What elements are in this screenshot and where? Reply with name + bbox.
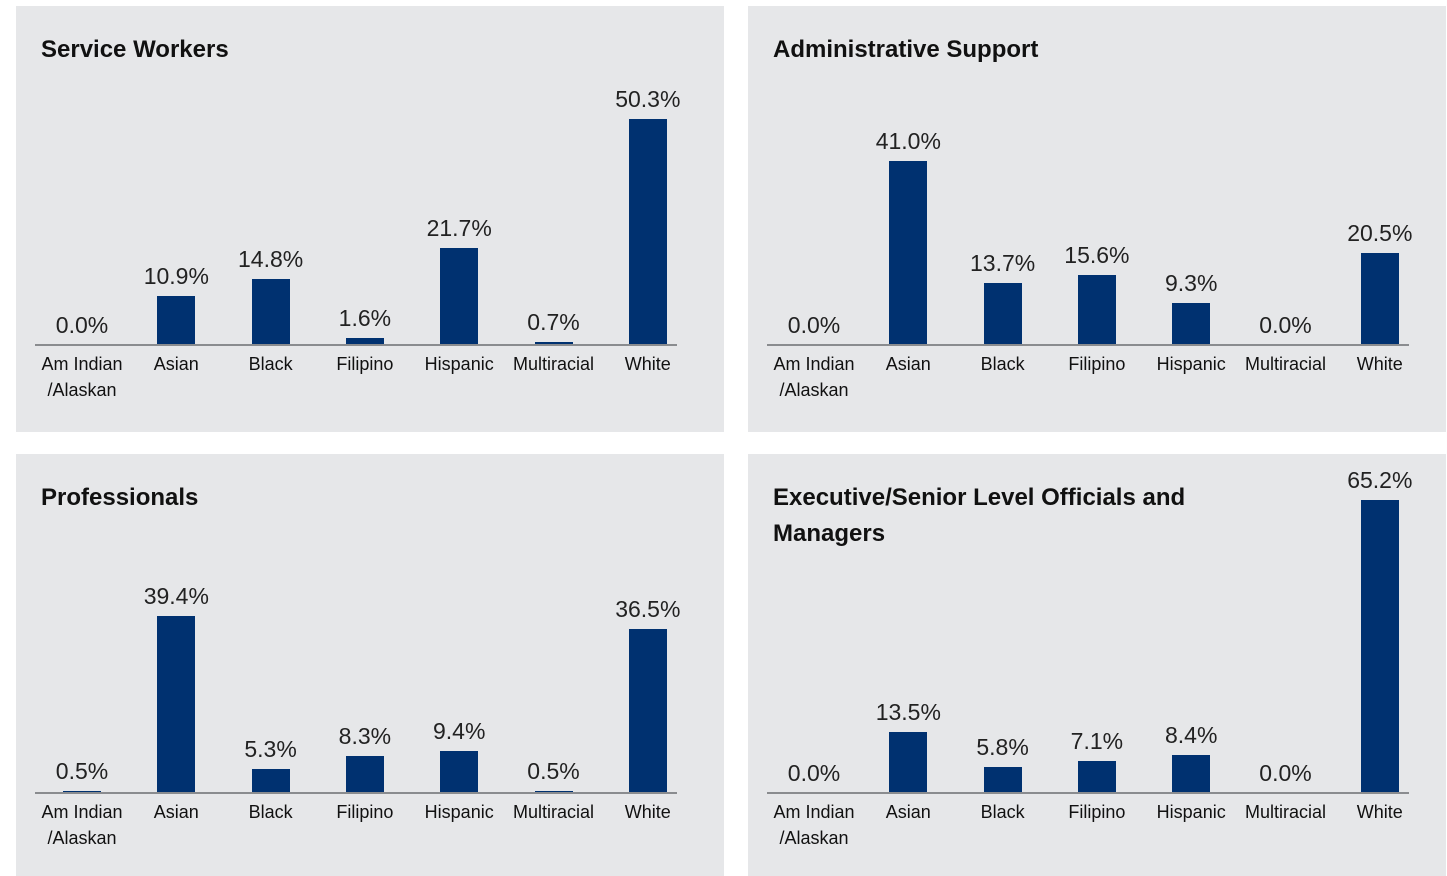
value-label: 8.4% xyxy=(1164,722,1218,749)
category-label: Am Indian /Alaskan xyxy=(773,354,855,400)
value-label: 9.4% xyxy=(432,717,486,744)
category-label: Asian xyxy=(885,802,931,822)
bar xyxy=(1172,303,1211,345)
bar xyxy=(345,755,384,793)
bar xyxy=(534,341,573,345)
category-label: Multiracial xyxy=(512,354,595,374)
value-label: 13.5% xyxy=(875,699,941,726)
baseline xyxy=(767,344,1409,346)
value-label: 36.5% xyxy=(615,596,681,623)
value-label: 0.0% xyxy=(1259,312,1312,338)
value-label: 50.3% xyxy=(615,86,681,113)
category-label: Filipino xyxy=(1068,802,1126,822)
category-label: Am Indian /Alaskan xyxy=(41,354,123,400)
bar xyxy=(251,278,290,345)
value-label: 0.7% xyxy=(527,308,580,335)
category-label: White xyxy=(1356,802,1403,822)
bar xyxy=(889,160,928,345)
bar xyxy=(440,750,479,793)
bar xyxy=(889,732,928,793)
bar xyxy=(157,296,196,345)
chart-panel: Executive/Senior Level Officials and Man… xyxy=(748,454,1446,876)
bar xyxy=(157,616,196,793)
category-label: Black xyxy=(248,802,293,822)
bar xyxy=(1360,252,1399,345)
category-label: Asian xyxy=(153,354,199,374)
bar xyxy=(1360,500,1399,793)
baseline xyxy=(767,792,1409,794)
category-label: Black xyxy=(980,354,1025,374)
category-label: Multiracial xyxy=(512,802,595,822)
value-label: 15.6% xyxy=(1064,241,1130,268)
bar xyxy=(983,766,1022,793)
value-label: 14.8% xyxy=(237,245,304,272)
value-label: 39.4% xyxy=(143,583,209,610)
category-label: White xyxy=(624,354,671,374)
value-label: 1.6% xyxy=(338,304,392,331)
category-label: Black xyxy=(980,802,1025,822)
bar xyxy=(983,283,1022,345)
category-label: White xyxy=(624,802,671,822)
category-label: Hispanic xyxy=(1156,802,1226,822)
chart-panel: Service Workers 0.0% Am Indian /Alaskan 10.… xyxy=(16,6,724,432)
category-label: Hispanic xyxy=(424,802,494,822)
bar xyxy=(628,629,667,793)
value-label: 5.3% xyxy=(244,736,297,763)
category-label: Multiracial xyxy=(1244,354,1327,374)
bar xyxy=(345,337,384,345)
value-label: 41.0% xyxy=(875,127,941,154)
category-label: Filipino xyxy=(1068,354,1126,374)
category-label: Hispanic xyxy=(424,354,494,374)
category-label: Hispanic xyxy=(1156,354,1226,374)
category-label: Am Indian /Alaskan xyxy=(41,802,123,848)
baseline xyxy=(35,792,677,794)
chart-title: Professionals xyxy=(41,484,199,511)
category-label: Filipino xyxy=(336,354,394,374)
value-label: 0.5% xyxy=(527,757,580,784)
bar xyxy=(1077,761,1116,793)
bar xyxy=(628,119,667,345)
category-label: Black xyxy=(248,354,293,374)
value-label: 7.1% xyxy=(1070,728,1124,755)
value-label: 9.3% xyxy=(1164,270,1218,297)
value-label: 0.0% xyxy=(55,312,109,338)
bar xyxy=(534,790,573,793)
bar xyxy=(1077,274,1116,345)
value-label: 5.8% xyxy=(976,733,1029,760)
chart-title: Executive/Senior Level Officials and Man… xyxy=(773,484,1186,547)
value-label: 0.0% xyxy=(787,312,841,338)
bar xyxy=(1172,755,1211,793)
bar xyxy=(440,247,479,345)
value-label: 0.0% xyxy=(1259,760,1312,786)
bar xyxy=(63,790,101,793)
value-label: 0.0% xyxy=(787,760,841,786)
category-label: Multiracial xyxy=(1244,802,1327,822)
category-label: Asian xyxy=(885,354,931,374)
chart-title: Administrative Support xyxy=(773,36,1039,63)
category-label: White xyxy=(1356,354,1403,374)
value-label: 13.7% xyxy=(969,250,1036,277)
value-label: 10.9% xyxy=(143,263,209,290)
chart-panel: Administrative Support 0.0% Am Indian /Ala… xyxy=(748,6,1446,432)
baseline xyxy=(35,344,677,346)
value-label: 0.5% xyxy=(55,757,109,784)
bar xyxy=(251,769,290,793)
category-label: Am Indian /Alaskan xyxy=(773,802,855,848)
chart-panel: Professionals 0.5% Am Indian /Alaskan 39.4%… xyxy=(16,454,724,876)
chart-title: Service Workers xyxy=(41,36,229,63)
category-label: Asian xyxy=(153,802,199,822)
value-label: 21.7% xyxy=(426,214,492,241)
value-label: 20.5% xyxy=(1347,219,1413,246)
category-label: Filipino xyxy=(336,802,394,822)
value-label: 65.2% xyxy=(1347,467,1413,494)
value-label: 8.3% xyxy=(338,722,392,749)
